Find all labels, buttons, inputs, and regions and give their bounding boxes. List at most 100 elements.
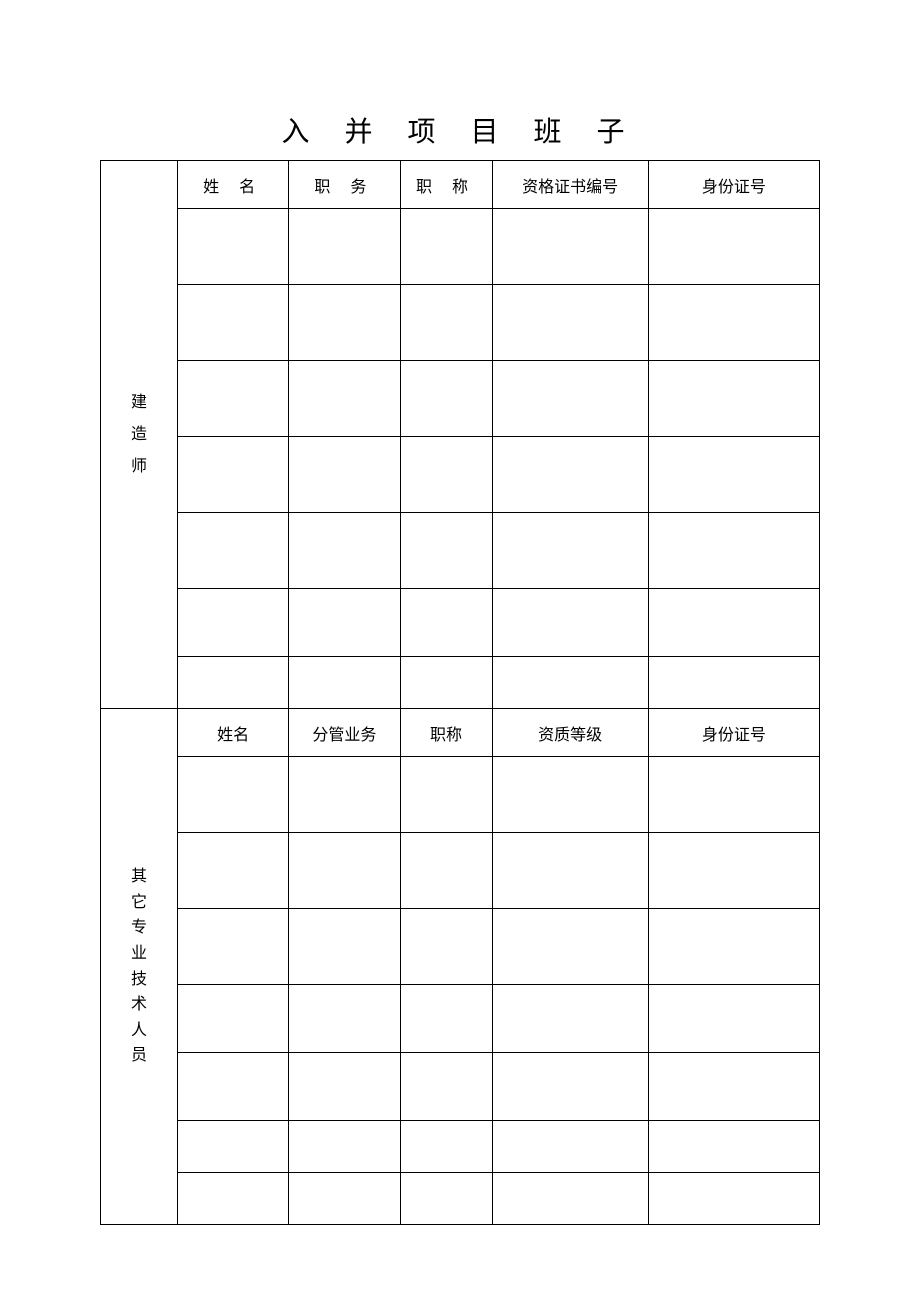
- cell: [289, 833, 400, 909]
- cell: [648, 833, 819, 909]
- cell: [178, 757, 289, 833]
- cell: [648, 909, 819, 985]
- cell: [648, 657, 819, 709]
- vchar: 术: [131, 992, 147, 1018]
- cell: [289, 209, 400, 285]
- cell: [289, 1121, 400, 1173]
- vchar: 技: [131, 967, 147, 993]
- s2-col-title: 职称: [400, 709, 492, 757]
- cell: [492, 985, 648, 1053]
- section2-vertical-label: 其 它 专 业 技 术 人 员: [101, 709, 178, 1225]
- cell: [289, 757, 400, 833]
- section2-header-row: 其 它 专 业 技 术 人 员 姓名 分管业务 职称 资质等级 身份证号: [101, 709, 820, 757]
- cell: [492, 1121, 648, 1173]
- cell: [400, 1173, 492, 1225]
- cell: [178, 209, 289, 285]
- vchar: 师: [131, 451, 147, 483]
- vchar: 人: [131, 1018, 147, 1044]
- section1-header-row: 建 造 师 姓 名 职 务 职 称 资格证书编号 身份证号: [101, 161, 820, 209]
- cell: [648, 513, 819, 589]
- cell: [400, 437, 492, 513]
- cell: [289, 437, 400, 513]
- cell: [648, 1053, 819, 1121]
- s1-col-id: 身份证号: [648, 161, 819, 209]
- cell: [400, 285, 492, 361]
- section2-vertical-label-inner: 其 它 专 业 技 术 人 员: [101, 864, 177, 1069]
- table-row: [101, 1121, 820, 1173]
- cell: [492, 209, 648, 285]
- cell: [178, 513, 289, 589]
- cell: [178, 361, 289, 437]
- table-row: [101, 589, 820, 657]
- cell: [400, 1053, 492, 1121]
- cell: [492, 1053, 648, 1121]
- page-title: 入 并 项 目 班 子: [100, 110, 820, 150]
- cell: [289, 285, 400, 361]
- cell: [289, 361, 400, 437]
- cell: [178, 1173, 289, 1225]
- s1-col-cert: 资格证书编号: [492, 161, 648, 209]
- table-row: [101, 361, 820, 437]
- cell: [400, 657, 492, 709]
- cell: [492, 657, 648, 709]
- cell: [178, 437, 289, 513]
- cell: [400, 757, 492, 833]
- cell: [648, 285, 819, 361]
- section1-vertical-label: 建 造 师: [101, 161, 178, 709]
- project-team-table: 建 造 师 姓 名 职 务 职 称 资格证书编号 身份证号 其 它 专: [100, 160, 820, 1225]
- cell: [178, 589, 289, 657]
- cell: [289, 513, 400, 589]
- table-row: [101, 985, 820, 1053]
- cell: [400, 361, 492, 437]
- vchar: 它: [131, 890, 147, 916]
- cell: [400, 209, 492, 285]
- cell: [492, 285, 648, 361]
- table-row: [101, 437, 820, 513]
- table-row: [101, 833, 820, 909]
- cell: [178, 833, 289, 909]
- cell: [178, 1121, 289, 1173]
- cell: [492, 909, 648, 985]
- table-row: [101, 209, 820, 285]
- cell: [648, 757, 819, 833]
- s2-col-id: 身份证号: [648, 709, 819, 757]
- cell: [289, 985, 400, 1053]
- cell: [178, 1053, 289, 1121]
- cell: [400, 909, 492, 985]
- vchar: 专: [131, 915, 147, 941]
- table-row: [101, 909, 820, 985]
- cell: [492, 361, 648, 437]
- cell: [178, 285, 289, 361]
- vchar: 业: [131, 941, 147, 967]
- cell: [400, 833, 492, 909]
- s2-col-name: 姓名: [178, 709, 289, 757]
- s1-col-job: 职 务: [289, 161, 400, 209]
- vchar: 员: [131, 1043, 147, 1069]
- cell: [400, 589, 492, 657]
- cell: [648, 985, 819, 1053]
- cell: [178, 657, 289, 709]
- cell: [648, 1121, 819, 1173]
- cell: [289, 909, 400, 985]
- vchar: 造: [131, 419, 147, 451]
- table-row: [101, 1173, 820, 1225]
- vchar: 建: [131, 387, 147, 419]
- cell: [178, 985, 289, 1053]
- cell: [492, 513, 648, 589]
- cell: [648, 437, 819, 513]
- s1-col-name: 姓 名: [178, 161, 289, 209]
- cell: [492, 1173, 648, 1225]
- table-row: [101, 285, 820, 361]
- cell: [289, 1053, 400, 1121]
- cell: [289, 657, 400, 709]
- cell: [648, 209, 819, 285]
- cell: [178, 909, 289, 985]
- s1-col-title: 职 称: [400, 161, 492, 209]
- cell: [648, 361, 819, 437]
- vchar: 其: [131, 864, 147, 890]
- cell: [400, 985, 492, 1053]
- s2-col-cert: 资质等级: [492, 709, 648, 757]
- cell: [492, 757, 648, 833]
- table-row: [101, 1053, 820, 1121]
- page: 入 并 项 目 班 子 建 造 师 姓 名 职 务 职 称 资格证书编号 身份证…: [100, 110, 820, 1225]
